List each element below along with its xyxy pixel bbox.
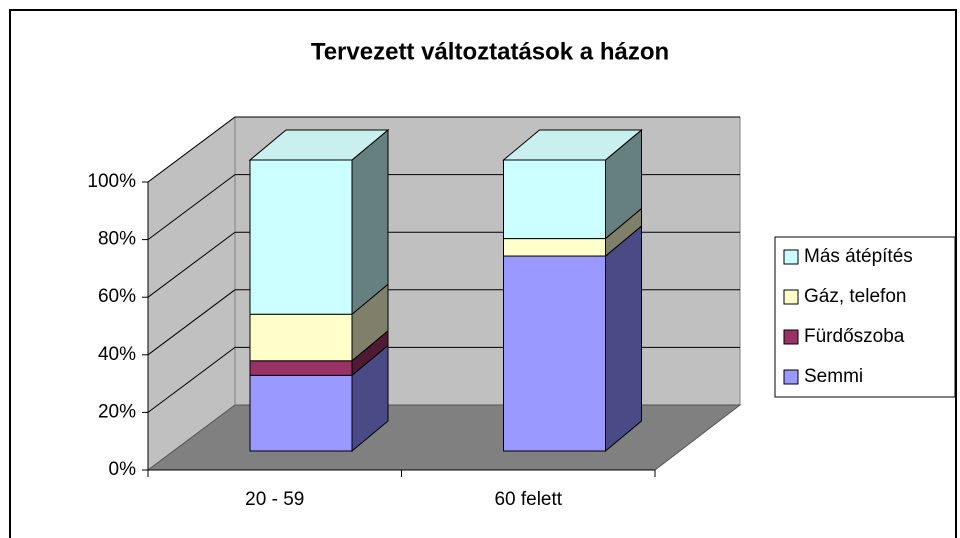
- y-tick-label: 100%: [87, 171, 136, 192]
- x-tick-label: 20 - 59: [245, 489, 304, 510]
- grid-line: [147, 116, 740, 183]
- bar: [503, 255, 606, 452]
- chart-title: Tervezett változtatások a házon: [311, 38, 669, 65]
- legend-label: Más átépítés: [804, 246, 913, 267]
- floor: [146, 404, 742, 471]
- bar-top: [248, 129, 390, 161]
- legend-label: Semmi: [804, 366, 863, 387]
- bar: [503, 159, 606, 240]
- legend-label: Gáz, telefon: [804, 286, 906, 307]
- y-tick-label: 80%: [98, 229, 136, 250]
- bar: [503, 238, 606, 257]
- y-tick-label: 20%: [98, 401, 136, 422]
- bar-side: [351, 128, 389, 316]
- legend-label: Fürdőszoba: [804, 326, 905, 347]
- bar: [249, 313, 353, 362]
- bar: [249, 159, 353, 315]
- legend-swatch: [783, 329, 799, 345]
- bar: [249, 374, 353, 452]
- x-tick-label: 60 felett: [494, 489, 562, 510]
- bar: [249, 360, 353, 376]
- legend: [774, 236, 956, 398]
- y-tick-label: 60%: [98, 286, 136, 307]
- bar-side: [605, 224, 642, 453]
- legend-swatch: [783, 369, 799, 385]
- bar-top: [502, 129, 643, 161]
- legend-swatch: [783, 289, 799, 305]
- legend-swatch: [783, 249, 799, 265]
- y-tick-label: 40%: [98, 344, 136, 365]
- y-tick-label: 0%: [109, 459, 137, 480]
